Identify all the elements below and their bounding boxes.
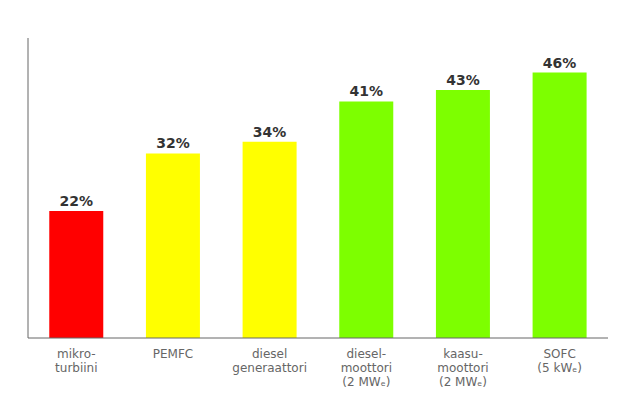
svg-text:dieselgeneraattori: dieselgeneraattori bbox=[232, 347, 307, 375]
svg-text:34%: 34% bbox=[253, 124, 287, 140]
svg-text:mikro-turbiini: mikro-turbiini bbox=[55, 347, 97, 375]
svg-text:diesel-moottori(2 MWₑ): diesel-moottori(2 MWₑ) bbox=[341, 347, 392, 389]
svg-text:43%: 43% bbox=[446, 72, 480, 88]
svg-text:PEMFC: PEMFC bbox=[153, 347, 193, 361]
svg-text:SOFC(5 kWₑ): SOFC(5 kWₑ) bbox=[537, 347, 582, 375]
svg-text:kaasu-moottori(2 MWₑ): kaasu-moottori(2 MWₑ) bbox=[437, 347, 488, 389]
svg-text:32%: 32% bbox=[156, 135, 190, 151]
svg-text:41%: 41% bbox=[350, 83, 384, 99]
svg-text:46%: 46% bbox=[543, 55, 577, 71]
svg-text:22%: 22% bbox=[60, 193, 94, 209]
